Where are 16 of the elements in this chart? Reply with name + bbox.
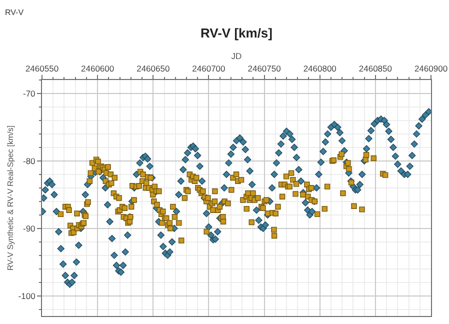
x-tick-label: 2460700 (192, 64, 226, 74)
x-tick-label: 2460750 (248, 64, 282, 74)
text: RV-V (5, 8, 24, 17)
x-tick-label: 2460650 (136, 64, 170, 74)
chart-title: RV-V [km/s] (200, 26, 273, 41)
y-tick-label: -100 (18, 290, 36, 301)
x-tick-label: 2460850 (358, 64, 392, 74)
x-tick-label: 2460900 (414, 64, 448, 74)
y-tick-label: -70 (23, 88, 36, 98)
x-axis-title: JD (231, 51, 242, 62)
x-tick-label: 2460800 (303, 64, 337, 74)
y-tick-label: -80 (23, 156, 36, 166)
y-axis-title: RV-V Synthetic & RV-V Real-Spec [km/s] (6, 125, 15, 271)
x-tick-label: 2460550 (25, 64, 59, 74)
y-tick-label: -90 (23, 223, 36, 234)
x-tick-label: 2460600 (81, 64, 114, 74)
